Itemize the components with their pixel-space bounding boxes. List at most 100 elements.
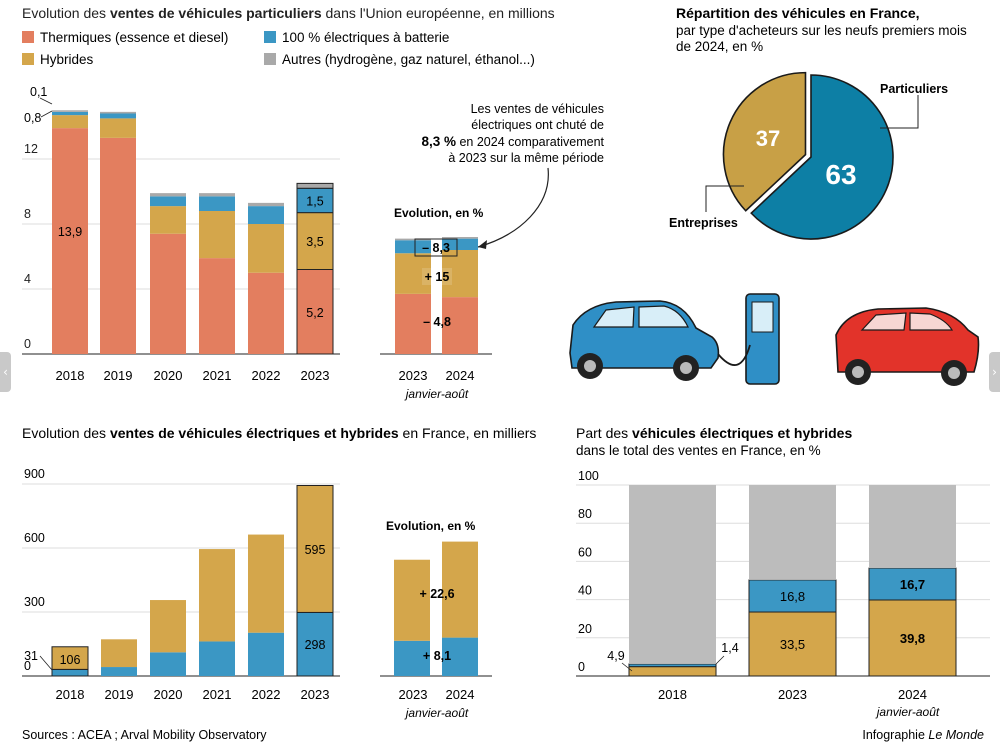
legend-swatch-electric: [264, 31, 276, 43]
fr-bars: [51, 484, 334, 677]
pie-label-individuals: Particuliers: [880, 82, 948, 96]
share-bar-hybrid-2023: [748, 611, 837, 677]
panel-pie: Répartition des véhicules en France, par…: [669, 5, 967, 240]
eu-evo-bar-thermal-2024: [442, 297, 478, 354]
charging-station: [717, 293, 780, 385]
pie-value-individuals: 63: [825, 159, 856, 190]
fr-tick-300: 300: [24, 595, 45, 609]
eu-tick-0-8: 0,8: [24, 111, 41, 125]
share-label-electric-2023: 16,8: [780, 589, 805, 604]
share-subtitle: janvier-août: [875, 705, 940, 719]
fr-evolution-title: Evolution, en %: [386, 519, 476, 533]
fr-label-electric-2018-leader: [39, 655, 53, 671]
eu-xlabel-2018: 2018: [56, 368, 85, 383]
share-bar-electric-2018: [628, 663, 717, 668]
fr-xlabel-2019: 2019: [105, 687, 134, 702]
evo-box-hybrid: [422, 268, 452, 285]
evo-label-hybrid: + 15: [425, 270, 450, 284]
eu-evo-bar-electric-2023: [395, 240, 431, 254]
eu-xlabel-2023: 2023: [301, 368, 330, 383]
eu-bar-electric-2019: [100, 113, 136, 119]
fr-bar-hybrid-2023: [296, 484, 334, 613]
fr-bar-electric-2021: [199, 641, 235, 676]
panel-share: Part des véhicules électriques et hybrid…: [576, 425, 990, 719]
eu-evolution-title: Evolution, en %: [394, 206, 484, 220]
pie-title: Répartition des véhicules en France,: [676, 5, 920, 21]
eu-evo-bar-other-2024: [442, 237, 478, 239]
fr-xlabel-2023: 2023: [301, 687, 330, 702]
fr-bar-hybrid-2020: [150, 600, 186, 653]
pie-slice-entreprises: [722, 71, 807, 212]
fr-label-electric-2018: 31: [24, 649, 38, 663]
annotation-line-1: Les ventes de véhicules: [471, 102, 604, 116]
share-label-hybrid-2018-leader: [621, 662, 633, 672]
fr-tick-900: 900: [24, 467, 45, 481]
credit: Infographie Le Monde: [862, 728, 984, 742]
eu-evo-xlabel-2023: 2023: [399, 368, 428, 383]
eu-tick-0: 0: [24, 337, 31, 351]
pie-subtitle-2: de 2024, en %: [676, 39, 763, 54]
eu-xlabel-2019: 2019: [104, 368, 133, 383]
pie-subtitle-1: par type d'acheteurs sur les neufs premi…: [676, 23, 967, 38]
fr-xlabel-2018: 2018: [56, 687, 85, 702]
legend-label-other: Autres (hydrogène, gaz naturel, éthanol.…: [282, 52, 535, 67]
share-title-line-2: dans le total des ventes en France, en %: [576, 443, 821, 458]
eu-bar-other-2019: [100, 111, 136, 114]
pie-label-companies: Entreprises: [669, 216, 738, 230]
legend-label-thermal: Thermiques (essence et diesel): [40, 30, 228, 45]
pie-leader-companies: [705, 185, 744, 212]
fr-bar-electric-2018: [51, 668, 89, 677]
chevron-right-icon[interactable]: ›: [989, 352, 1000, 392]
share-bar-electric-2024: [868, 567, 957, 601]
share-tick-100: 100: [578, 469, 599, 483]
fr-evo-xlabel-2023: 2023: [399, 687, 428, 702]
fr-tick-0: 0: [24, 659, 31, 673]
share-bar-other-2024: [869, 485, 956, 569]
eu-legend: Thermiques (essence et diesel) 100 % éle…: [22, 30, 535, 67]
share-title-line-1: Part des véhicules électriques et hybrid…: [576, 425, 852, 441]
fr-label-electric-2023: 298: [305, 638, 326, 652]
fr-evo-bar-electric-2024: [442, 637, 478, 676]
legend-swatch-other: [264, 53, 276, 65]
share-bars: [628, 485, 957, 677]
share-bar-other-2023: [749, 485, 836, 580]
eu-bar-electric-2022: [248, 206, 284, 224]
ev-illustration: [569, 293, 980, 386]
share-xlabel-2023: 2023: [778, 687, 807, 702]
fr-tick-600: 600: [24, 531, 45, 545]
eu-bar-thermal-2022: [248, 272, 284, 354]
eu-x-axis: 2018 2019 2020 2021 2022 2023: [56, 368, 330, 383]
fr-data-labels: 106 31 298 595: [24, 543, 326, 671]
share-tick-40: 40: [578, 584, 592, 598]
eu-evo-bar-thermal-2023: [395, 293, 431, 354]
fr-bar-hybrid-2022: [248, 534, 284, 633]
share-tick-0: 0: [578, 660, 585, 674]
eu-bar-hybrid-2019: [100, 118, 136, 138]
legend-swatch-thermal: [22, 31, 34, 43]
eu-label-hybrid-2023: 3,5: [306, 235, 323, 249]
eu-bar-hybrid-2018: [52, 115, 88, 129]
eu-bar-other-2023: [296, 182, 334, 189]
chevron-left-icon[interactable]: ‹: [0, 352, 11, 392]
legend-label-hybrid: Hybrides: [40, 52, 94, 67]
eu-evo-bar-hybrid-2024: [442, 250, 478, 298]
eu-evolution-labels: – 8,3 + 15 – 4,8: [414, 238, 458, 329]
fr-evo-subtitle: janvier-août: [404, 706, 469, 720]
annotation-arrow: [477, 167, 549, 248]
eu-xlabel-2021: 2021: [203, 368, 232, 383]
eu-tick-0-1: 0,1: [30, 85, 47, 99]
eu-chart-title: Evolution des ventes de véhicules partic…: [22, 5, 555, 21]
share-label-electric-2018-leader: [715, 655, 725, 665]
share-tick-80: 80: [578, 507, 592, 521]
eu-bar-other-2021: [199, 193, 235, 197]
eu-evo-bar-electric-2024: [442, 238, 478, 250]
sources: Sources : ACEA ; Arval Mobility Observat…: [22, 728, 267, 742]
evo-label-thermal: – 4,8: [423, 315, 451, 329]
fr-bar-electric-2020: [150, 652, 186, 676]
eu-label-thermal-2018: 13,9: [58, 225, 82, 239]
eu-evo-subtitle: janvier-août: [404, 387, 469, 401]
blue-car: [569, 300, 720, 381]
pie-value-companies: 37: [756, 126, 780, 151]
fr-evo-bar-hybrid-2023: [394, 559, 430, 641]
